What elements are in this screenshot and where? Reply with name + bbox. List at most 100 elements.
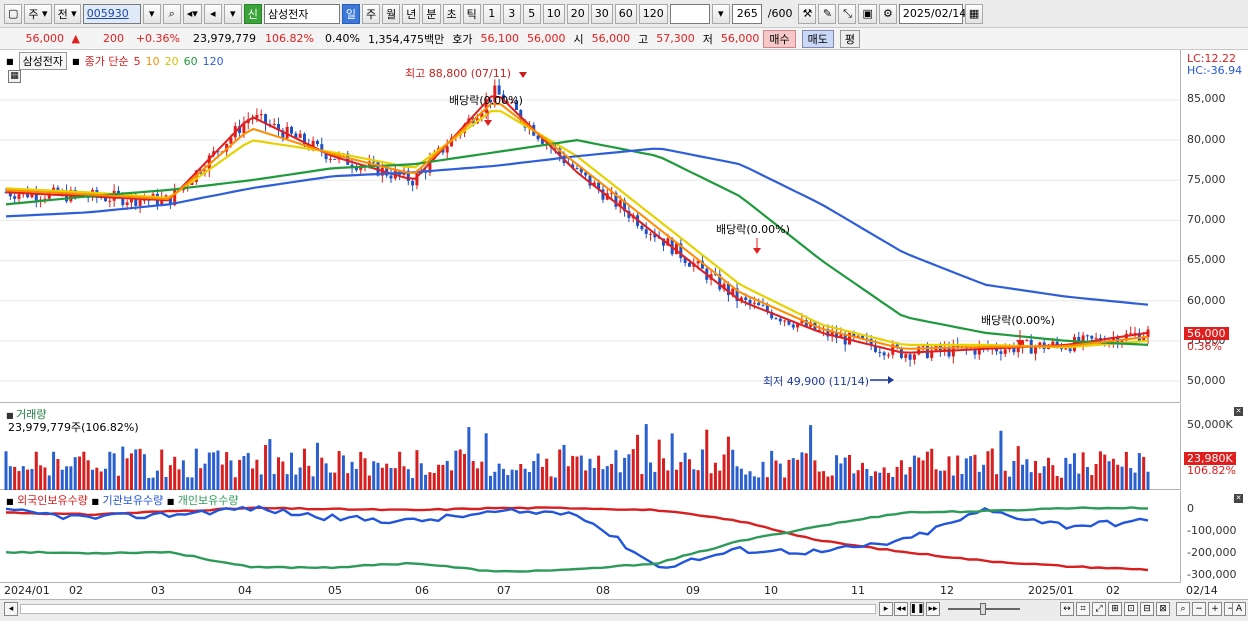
volume-close-icon[interactable]: ✕: [1234, 407, 1243, 416]
zoom-icon[interactable]: ⤡: [838, 3, 857, 24]
magnify-icon[interactable]: ⌕: [1176, 602, 1190, 616]
tool-icon-1[interactable]: ⌗: [1076, 602, 1090, 616]
vol-ytick-50000k: 50,000K: [1187, 418, 1233, 431]
volume-bar: [389, 467, 393, 490]
scroll-right-icon[interactable]: ▸: [879, 602, 893, 616]
candle-body: [488, 99, 492, 103]
zoom-in-icon[interactable]: +: [1208, 602, 1222, 616]
legend-ma-60[interactable]: 60: [183, 54, 198, 68]
legend-dot-icon: ■: [6, 56, 14, 66]
fit-icon[interactable]: ↔: [1060, 602, 1074, 616]
legend-ma-20[interactable]: 20: [164, 54, 179, 68]
candle-body: [1081, 335, 1085, 344]
candle-body: [255, 114, 259, 119]
rewind-icon[interactable]: ◂◂: [894, 602, 908, 616]
interval-1[interactable]: 1: [482, 3, 501, 24]
period-day[interactable]: 일: [341, 3, 361, 24]
tool-icon-5[interactable]: ⊟: [1140, 602, 1154, 616]
legend-institution[interactable]: 기관보유수량: [102, 494, 164, 507]
legend-ma-10[interactable]: 10: [145, 54, 160, 68]
save-icon[interactable]: ▣: [858, 3, 877, 24]
tool-icon-4[interactable]: ⊡: [1124, 602, 1138, 616]
volume-bar: [1021, 464, 1025, 490]
volume-bar: [757, 477, 761, 490]
open-label: 시: [573, 32, 584, 46]
pause-icon[interactable]: ❚❚: [909, 602, 925, 616]
candle-body: [731, 288, 735, 296]
interval-dropdown-icon[interactable]: ▾: [711, 3, 730, 24]
volume-bar: [692, 469, 696, 490]
grid-toggle-icon[interactable]: ▦: [8, 70, 21, 83]
volume-bar: [350, 461, 354, 490]
holdings-close-icon[interactable]: ✕: [1234, 494, 1243, 503]
volume-bar: [597, 455, 601, 490]
zoom-out-icon[interactable]: −: [1192, 602, 1206, 616]
count-input[interactable]: 265: [731, 3, 762, 24]
volume-bar: [610, 463, 614, 490]
code-dropdown-icon[interactable]: ▾: [142, 3, 161, 24]
interval-5[interactable]: 5: [522, 3, 541, 24]
hold-ytick-0: 0: [1187, 502, 1194, 515]
interval-30[interactable]: 30: [590, 3, 613, 24]
volume-bar: [1137, 453, 1141, 490]
date-input[interactable]: 2025/02/14: [898, 3, 966, 24]
legend-ma-5[interactable]: 5: [133, 54, 141, 68]
candle-body: [484, 99, 488, 113]
legend-individual[interactable]: 개인보유수량: [177, 494, 239, 507]
sell-button[interactable]: 매도: [801, 29, 834, 48]
nav-next-icon[interactable]: ▾: [223, 3, 242, 24]
mode-select[interactable]: 주 ▾: [24, 3, 52, 24]
period-year[interactable]: 년: [402, 3, 421, 24]
interval-10[interactable]: 10: [542, 3, 565, 24]
forward-icon[interactable]: ▸▸: [926, 602, 940, 616]
stock-code-input[interactable]: 005930: [82, 3, 141, 24]
tool-icon-3[interactable]: ⊞: [1108, 602, 1122, 616]
lc-label: LC:12.22: [1187, 52, 1237, 65]
candle-body: [173, 189, 177, 206]
period-week[interactable]: 주: [362, 3, 381, 24]
speaker-icon[interactable]: ◂▾: [182, 3, 202, 24]
tool-icon-2[interactable]: ⤢: [1092, 602, 1106, 616]
scroll-track[interactable]: [20, 604, 876, 614]
tool-icon-6[interactable]: ⊠: [1156, 602, 1170, 616]
avg-button[interactable]: 평: [839, 29, 860, 48]
font-size-icon[interactable]: A: [1232, 602, 1246, 616]
candle-body: [770, 311, 774, 319]
zoom-slider-handle[interactable]: [980, 603, 986, 615]
interval-120[interactable]: 120: [638, 3, 668, 24]
calendar-icon[interactable]: ▦: [964, 3, 984, 24]
volume-bar: [960, 474, 964, 490]
new-button[interactable]: 신: [243, 3, 262, 24]
period-month[interactable]: 월: [382, 3, 401, 24]
chart-tools-icon[interactable]: ⚒: [798, 3, 817, 24]
legend-stock-name[interactable]: 삼성전자: [18, 52, 68, 70]
draw-tool-icon[interactable]: ✎: [818, 3, 837, 24]
interval-60[interactable]: 60: [614, 3, 637, 24]
prev-select[interactable]: 전 ▾: [53, 3, 81, 24]
candle-body: [1025, 339, 1029, 341]
period-tick[interactable]: 틱: [462, 3, 481, 24]
interval-3[interactable]: 3: [502, 3, 521, 24]
bid-price: 56,000: [526, 32, 566, 45]
scroll-left-icon[interactable]: ◂: [4, 602, 18, 616]
legend-ma-prefix[interactable]: 종가 단순: [84, 55, 129, 68]
search-icon[interactable]: ⌕: [162, 3, 181, 24]
candle-body: [1038, 342, 1042, 347]
legend-ma-120[interactable]: 120: [202, 54, 224, 68]
ma-line-0: [5, 95, 1149, 354]
custom-interval-input[interactable]: [669, 3, 710, 24]
period-second[interactable]: 초: [442, 3, 461, 24]
legend-foreign[interactable]: 외국인보유수량: [17, 494, 88, 507]
window-icon[interactable]: ▢: [4, 3, 23, 24]
gear-icon[interactable]: ⚙: [878, 3, 897, 24]
interval-20[interactable]: 20: [566, 3, 589, 24]
xlabel-05: 05: [328, 584, 342, 597]
nav-prev-icon[interactable]: ◂: [203, 3, 222, 24]
quote-info-bar: 56,000 ▲ 200 +0.36% 23,979,779 106.82% 0…: [0, 28, 1248, 50]
candle-body: [164, 195, 168, 198]
xlabel-right-date: 02/14: [1186, 584, 1218, 597]
volume-bar: [341, 455, 345, 490]
period-minute[interactable]: 분: [422, 3, 441, 24]
volume-bar: [1124, 451, 1128, 490]
buy-button[interactable]: 매수: [763, 29, 796, 48]
